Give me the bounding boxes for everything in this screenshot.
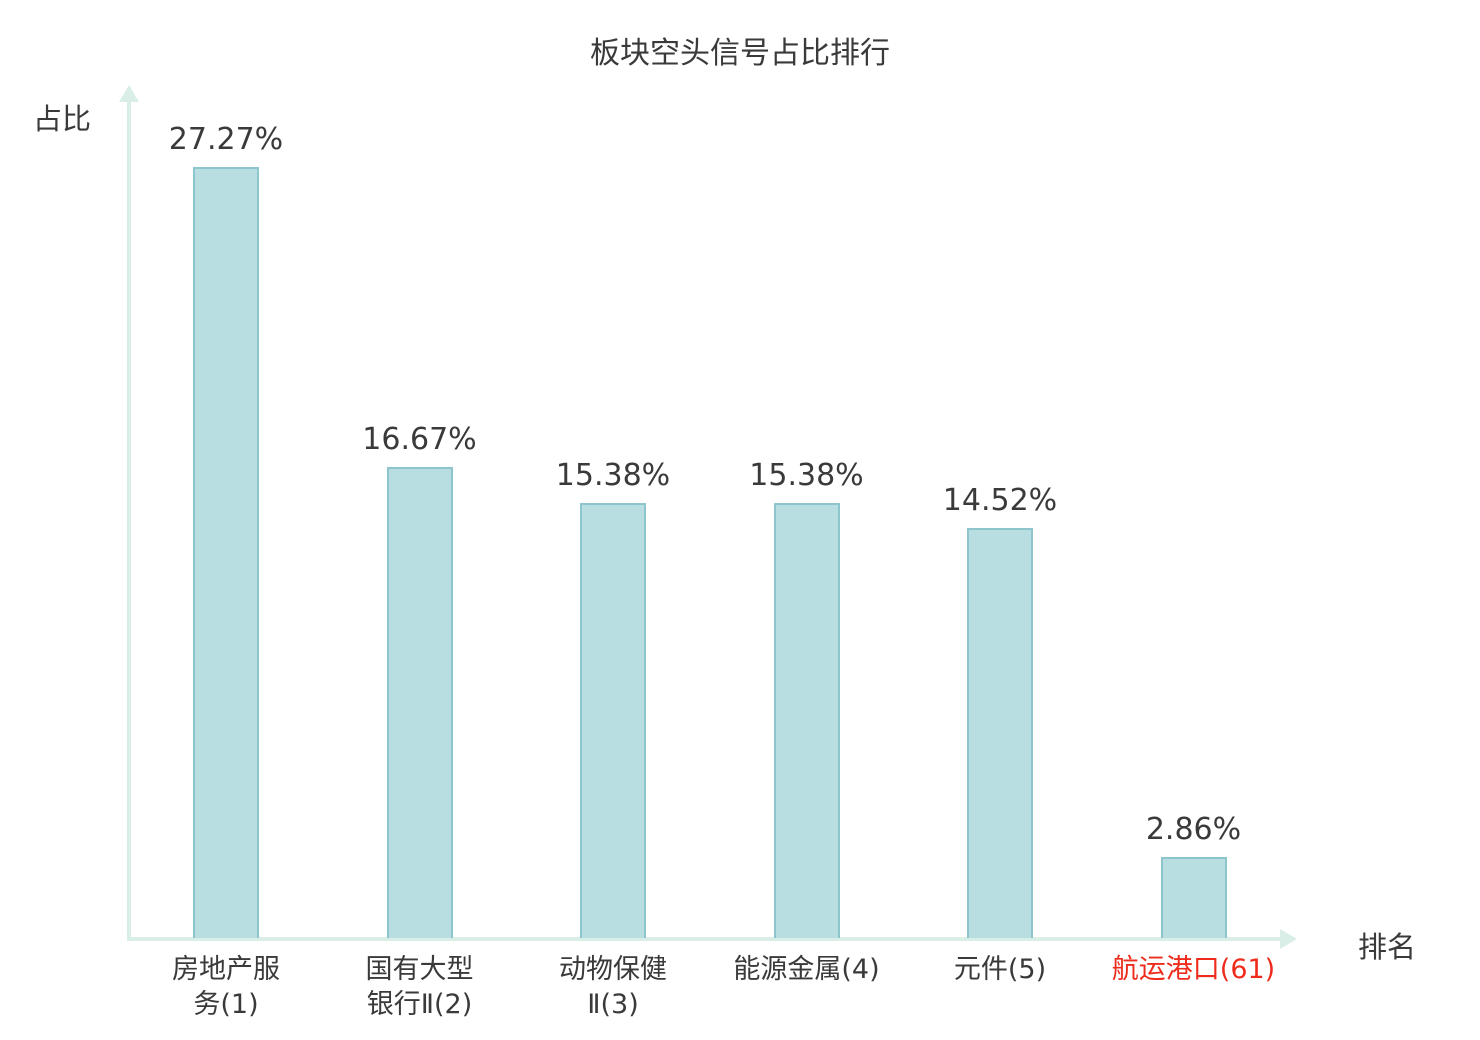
bar bbox=[386, 466, 453, 938]
bar bbox=[193, 167, 259, 938]
bar-category-label: 元件(5) bbox=[953, 954, 1047, 985]
bar-value-label: 2.86% bbox=[1145, 812, 1242, 848]
bar-value-label: 14.52% bbox=[942, 482, 1058, 518]
bar-category-label: 能源金属(4) bbox=[733, 954, 880, 985]
bar bbox=[967, 527, 1033, 938]
y-axis-label: 占比 bbox=[33, 102, 92, 136]
bar-value-label: 15.38% bbox=[555, 458, 671, 494]
bar-category-label: 动物保健 Ⅱ(3) bbox=[559, 954, 667, 1021]
chart-title: 板块空头信号占比排行 bbox=[590, 36, 890, 71]
bar bbox=[773, 503, 840, 938]
bar-value-label: 16.67% bbox=[362, 421, 477, 457]
bar-category-label: 航运港口(61) bbox=[1111, 954, 1276, 985]
bar-value-label: 27.27% bbox=[168, 122, 284, 158]
bar bbox=[580, 503, 646, 938]
bar-value-label: 15.38% bbox=[749, 458, 864, 494]
x-axis-line bbox=[127, 937, 1282, 941]
x-axis-label: 排名 bbox=[1358, 930, 1417, 964]
y-axis-line bbox=[127, 100, 131, 941]
y-axis-arrow-icon bbox=[119, 85, 139, 102]
bar-category-label: 国有大型 银行Ⅱ(2) bbox=[365, 954, 474, 1021]
bar bbox=[1160, 857, 1227, 938]
x-axis-arrow-icon bbox=[1280, 929, 1297, 949]
bar-category-label: 房地产服 务(1) bbox=[172, 954, 280, 1021]
